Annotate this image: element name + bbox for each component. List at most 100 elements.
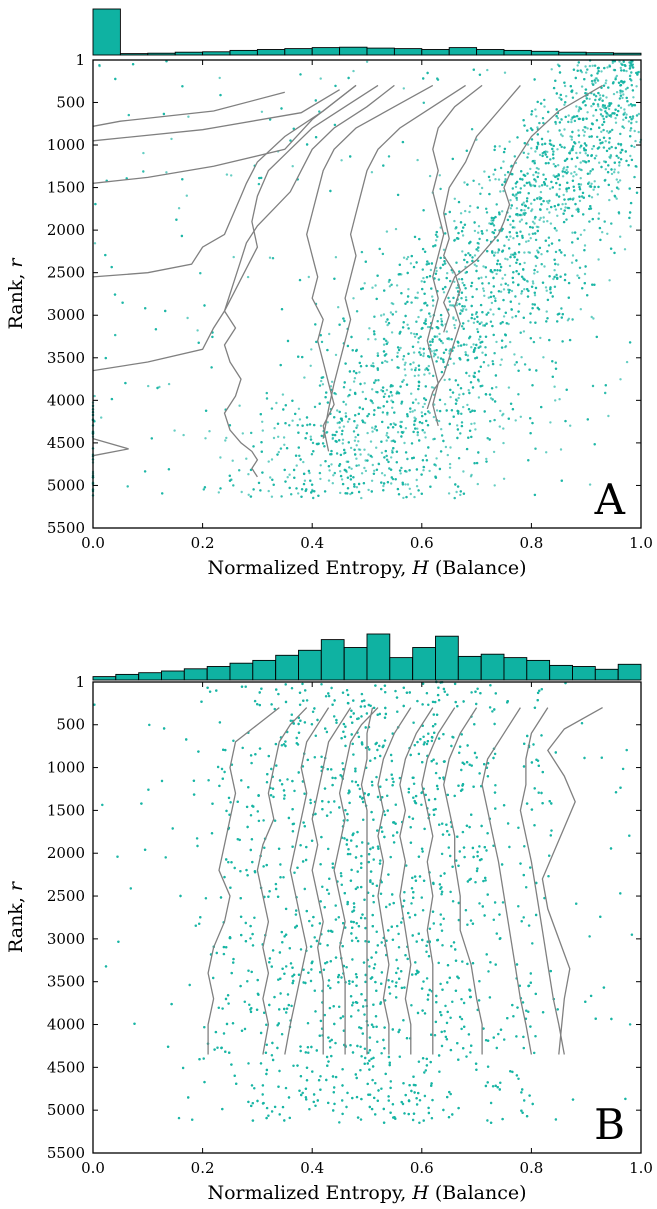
- scatter-point: [391, 426, 395, 429]
- scatter-point: [344, 415, 348, 418]
- scatter-point: [503, 273, 507, 277]
- scatter-point: [455, 490, 458, 494]
- scatter-point: [295, 464, 298, 467]
- scatter-point: [355, 486, 359, 489]
- scatter-point: [124, 381, 127, 385]
- scatter-point: [601, 115, 604, 118]
- scatter-point: [584, 265, 587, 268]
- scatter-point: [459, 387, 463, 390]
- scatter-point: [423, 250, 427, 253]
- scatter-point: [281, 393, 285, 396]
- scatter-point: [466, 359, 469, 362]
- scatter-point: [404, 314, 407, 318]
- scatter-point: [623, 108, 626, 111]
- scatter-point: [610, 172, 614, 176]
- scatter-point: [297, 446, 300, 449]
- scatter-point: [441, 263, 445, 266]
- scatter-point: [354, 436, 357, 439]
- scatter-point: [328, 469, 331, 472]
- scatter-point: [126, 485, 129, 488]
- scatter-point: [554, 399, 557, 402]
- scatter-point: [504, 345, 508, 348]
- scatter-point: [526, 172, 529, 175]
- scatter-point: [284, 404, 287, 407]
- scatter-point: [300, 495, 303, 498]
- scatter-point: [571, 130, 574, 134]
- scatter-point: [461, 309, 464, 313]
- scatter-point: [608, 141, 611, 144]
- scatter-point: [297, 407, 301, 410]
- scatter-point: [323, 490, 327, 493]
- scatter-point: [567, 296, 570, 299]
- scatter-point: [554, 165, 557, 168]
- scatter-point: [548, 139, 552, 142]
- scatter-point: [545, 451, 548, 454]
- scatter-point: [512, 271, 515, 274]
- scatter-point: [565, 95, 568, 98]
- scatter-point: [617, 211, 621, 214]
- scatter-point: [544, 239, 547, 242]
- scatter-point: [319, 477, 322, 481]
- histogram-bar: [393, 48, 423, 56]
- scatter-point: [571, 214, 574, 218]
- scatter-point: [425, 419, 428, 423]
- scatter-point: [510, 204, 513, 207]
- scatter-point: [110, 265, 113, 269]
- scatter-point: [538, 185, 541, 188]
- scatter-point: [621, 63, 624, 66]
- scatter-point: [586, 294, 589, 297]
- panel-b: 1500100015002000250030003500400045005000…: [5, 633, 653, 1204]
- scatter-point: [556, 117, 560, 120]
- scatter-point: [367, 453, 370, 456]
- scatter-point: [570, 261, 574, 264]
- scatter-point: [448, 378, 451, 381]
- scatter-point: [525, 181, 529, 185]
- scatter-point: [567, 198, 570, 201]
- scatter-point: [302, 460, 305, 464]
- scatter-point: [406, 295, 410, 298]
- scatter-point: [476, 241, 479, 245]
- scatter-point: [566, 206, 569, 210]
- scatter-point: [498, 145, 501, 148]
- scatter-point: [439, 187, 442, 191]
- scatter-point: [519, 187, 522, 190]
- scatter-point: [526, 143, 530, 146]
- scatter-point: [543, 265, 546, 268]
- scatter-point: [551, 153, 555, 156]
- scatter-point: [422, 276, 425, 280]
- scatter-point: [540, 253, 543, 256]
- scatter-point: [492, 219, 495, 222]
- scatter-point: [536, 126, 539, 129]
- scatter-point: [551, 360, 554, 363]
- scatter-point: [406, 415, 409, 418]
- scatter-point: [623, 248, 627, 251]
- scatter-point: [547, 161, 550, 165]
- scatter-point: [355, 426, 358, 429]
- scatter-point: [617, 81, 621, 85]
- scatter-point: [438, 332, 441, 336]
- scatter-point: [352, 297, 355, 300]
- scatter-point: [601, 104, 605, 107]
- scatter-point: [556, 177, 560, 181]
- scatter-point: [545, 320, 548, 323]
- scatter-point: [424, 454, 427, 457]
- scatter-point: [398, 263, 401, 266]
- scatter-point: [604, 82, 607, 85]
- scatter-point: [509, 223, 512, 226]
- scatter-point: [279, 447, 283, 450]
- scatter-point: [494, 374, 498, 377]
- scatter-point: [383, 354, 387, 357]
- scatter-point: [310, 483, 314, 486]
- scatter-point: [284, 422, 287, 425]
- scatter-point: [596, 72, 599, 75]
- scatter-point: [477, 231, 480, 234]
- scatter-point: [468, 391, 471, 395]
- scatter-point: [476, 482, 479, 486]
- scatter-point: [573, 170, 576, 174]
- scatter-point: [531, 220, 535, 223]
- scatter-point: [411, 410, 414, 413]
- scatter-point: [196, 329, 199, 332]
- scatter-point: [425, 459, 429, 462]
- scatter-point: [372, 330, 376, 333]
- scatter-point: [501, 210, 504, 213]
